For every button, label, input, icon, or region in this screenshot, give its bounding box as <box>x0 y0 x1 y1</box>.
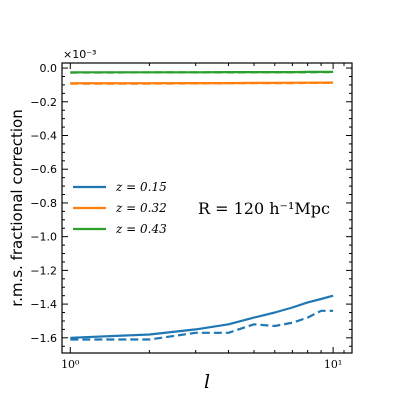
y-axis-label: r.m.s. fractional correction <box>8 109 26 306</box>
series-line-0 <box>70 294 334 339</box>
series-line-3-dashed <box>70 81 334 85</box>
y-tick-label: −1.2 <box>30 264 57 277</box>
y-tick-label: −0.4 <box>30 130 57 143</box>
plot-area: 0.0 −0.2 −0.4 −0.6 −0.8 −1.0 −1.2 −1.4 −1.6 10⁰ 10… <box>30 62 353 371</box>
y-tick-label: −1.0 <box>30 231 57 244</box>
r-annotation: R = 120 h⁻¹Mpc <box>198 199 330 218</box>
y-tick-label: −1.4 <box>30 298 57 311</box>
y-tick-label: −0.6 <box>30 163 57 176</box>
legend-label: z = 0.32 <box>115 201 167 215</box>
ticks-layer: 0.0 −0.2 −0.4 −0.6 −0.8 −1.0 −1.2 −1.4 −1.6 10⁰ 10… <box>30 62 352 371</box>
x-tick-label: 10¹ <box>324 358 342 371</box>
legend-label: z = 0.43 <box>115 222 167 236</box>
series-layer <box>70 70 334 341</box>
y-tick-label: −0.8 <box>30 197 57 210</box>
series-line-1-dashed <box>70 309 334 341</box>
y-tick-label: 0.0 <box>40 62 58 75</box>
legend-label: z = 0.15 <box>115 180 167 194</box>
y-tick-label: −1.6 <box>30 332 57 345</box>
y-tick-label: −0.2 <box>30 96 57 109</box>
x-axis-label: l <box>204 371 210 393</box>
x-tick-label: 10⁰ <box>61 358 80 371</box>
legend: z = 0.15 z = 0.32 z = 0.43 <box>73 180 167 236</box>
plot-frame <box>61 62 353 354</box>
series-line-5-dashed <box>70 70 334 74</box>
y-multiplier: ×10⁻³ <box>63 48 96 61</box>
